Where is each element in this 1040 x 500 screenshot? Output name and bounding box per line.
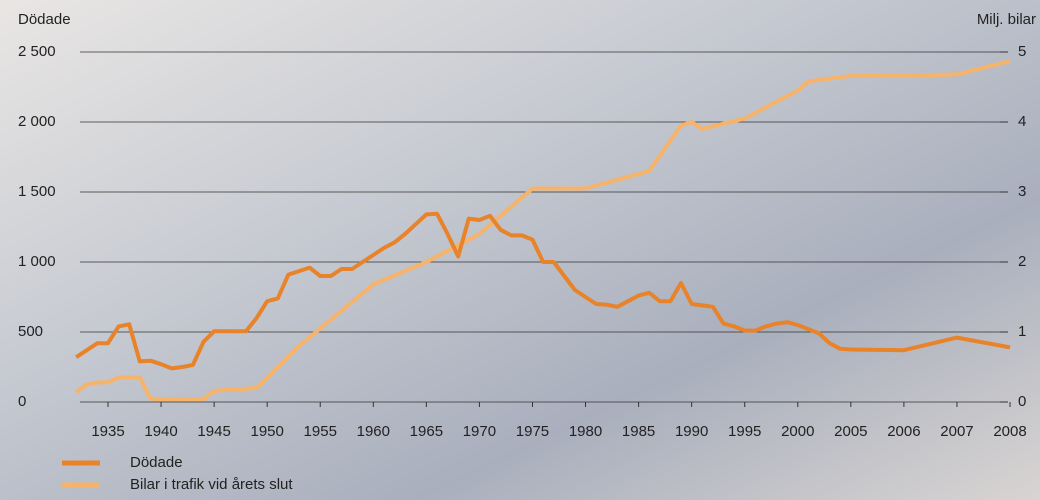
y2-tick-label: 3: [1018, 183, 1026, 200]
y-axis-title: Dödade: [18, 11, 71, 28]
y2-tick-label: 1: [1018, 323, 1026, 340]
legend-label: Bilar i trafik vid årets slut: [130, 476, 293, 493]
x-tick-label: 2006: [887, 423, 920, 440]
x-tick-label: 2005: [834, 423, 867, 440]
x-tick-label: 1940: [144, 423, 177, 440]
y-tick-label: 0: [18, 393, 26, 410]
x-tick-label: 1955: [304, 423, 337, 440]
series-line: [75, 211, 1011, 371]
x-tick-label: 1975: [516, 423, 549, 440]
x-tick-label: 1980: [569, 423, 602, 440]
legend-label: Dödade: [130, 454, 183, 471]
y-tick-label: 1 500: [18, 183, 56, 200]
y-tick-label: 2 000: [18, 113, 56, 130]
x-tick-label: 1965: [410, 423, 443, 440]
y-tick-label: 500: [18, 323, 43, 340]
x-tick-label: 1950: [250, 423, 283, 440]
x-tick-label: 1970: [463, 423, 496, 440]
x-tick-label: 2000: [781, 423, 814, 440]
x-tick-label: 1960: [357, 423, 390, 440]
x-tick-label: 1995: [728, 423, 761, 440]
y2-axis-title: Milj. bilar: [977, 11, 1036, 28]
x-tick-label: 1985: [622, 423, 655, 440]
y-tick-label: 2 500: [18, 43, 56, 60]
y2-tick-label: 2: [1018, 253, 1026, 270]
x-tick-label: 1935: [91, 423, 124, 440]
x-tick-label: 2008: [993, 423, 1026, 440]
y-tick-label: 1 000: [18, 253, 56, 270]
y2-tick-label: 5: [1018, 43, 1026, 60]
series-line: [75, 59, 1011, 402]
y2-tick-label: 4: [1018, 113, 1026, 130]
x-tick-label: 1945: [197, 423, 230, 440]
x-tick-label: 2007: [940, 423, 973, 440]
y2-tick-label: 0: [1018, 393, 1026, 410]
x-tick-label: 1990: [675, 423, 708, 440]
